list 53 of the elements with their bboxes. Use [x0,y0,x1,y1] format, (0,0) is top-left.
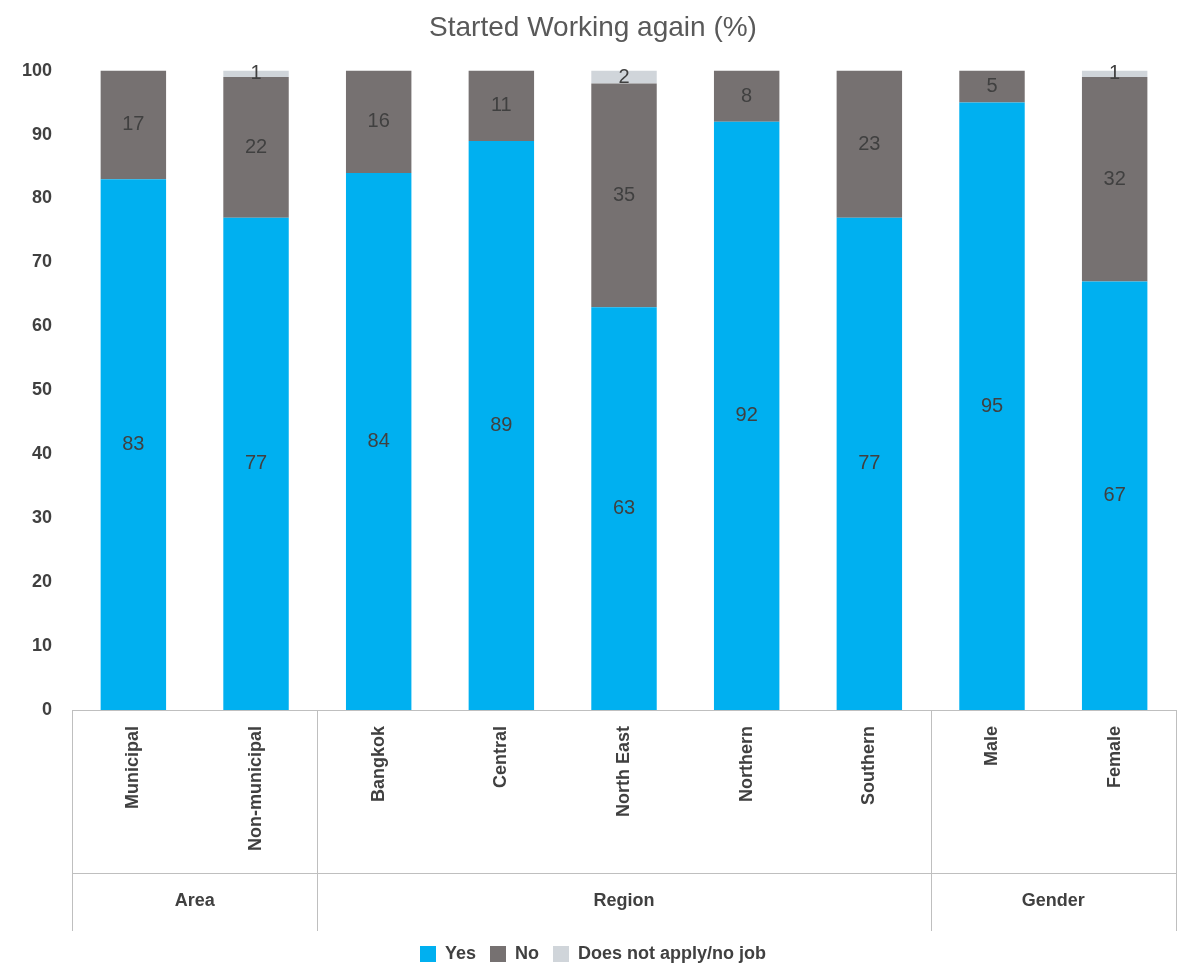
bar [959,102,1025,710]
y-tick-label: 30 [32,507,53,528]
data-label: 77 [858,451,881,474]
bar [836,70,903,218]
bar [591,83,657,308]
bar [100,70,167,180]
x-tick-label: Northern [735,726,756,802]
bar [223,217,289,710]
x-tick-label: Bangkok [367,725,388,803]
text: Area [174,889,216,910]
x-tick-label: Southern [858,726,879,805]
y-tick-label: 80 [32,187,53,208]
y-tick-label: 0 [42,698,53,719]
data-label: 63 [612,496,636,519]
bar [959,70,1025,103]
x-tick-label: Central [490,726,511,789]
bar [1081,281,1148,710]
bar [713,70,780,122]
bar [345,70,412,173]
y-tick-label: 50 [32,379,53,400]
x-tick-label: Non-municipal [245,726,265,851]
bar [345,172,412,710]
bar [836,217,903,710]
text: Gender [1021,889,1085,910]
x-tick-label: Female [1103,726,1124,789]
data-label: 2 [618,64,630,87]
y-tick-label: 100 [21,59,53,80]
y-tick-label: 60 [32,315,53,336]
y-tick-label: 90 [32,123,53,144]
data-label: 89 [490,412,513,435]
y-tick-label: 10 [32,635,53,656]
bar [468,140,535,710]
data-label: 83 [122,432,145,455]
y-tick-label: 20 [32,571,53,592]
legend-label: Yes [444,942,477,963]
bar [100,179,167,710]
bar [468,70,535,141]
y-tick-label: 70 [32,251,53,272]
y-tick-label: 40 [32,443,53,464]
bar [591,307,657,710]
data-label: 77 [244,451,268,474]
chart-title: Started Working again (%) [429,10,757,42]
legend-label: No [515,942,540,963]
x-tick-label: Municipal [122,726,143,810]
data-label: 95 [980,393,1004,416]
x-tick-label: North East [612,726,633,818]
x-tick-label: Male [980,726,1001,767]
data-label: 67 [1103,483,1126,506]
legend-label: Does not apply/no job [578,942,767,963]
text: Region [593,889,655,910]
data-label: 92 [735,403,758,426]
bar [713,121,780,710]
data-label: 84 [367,428,390,451]
